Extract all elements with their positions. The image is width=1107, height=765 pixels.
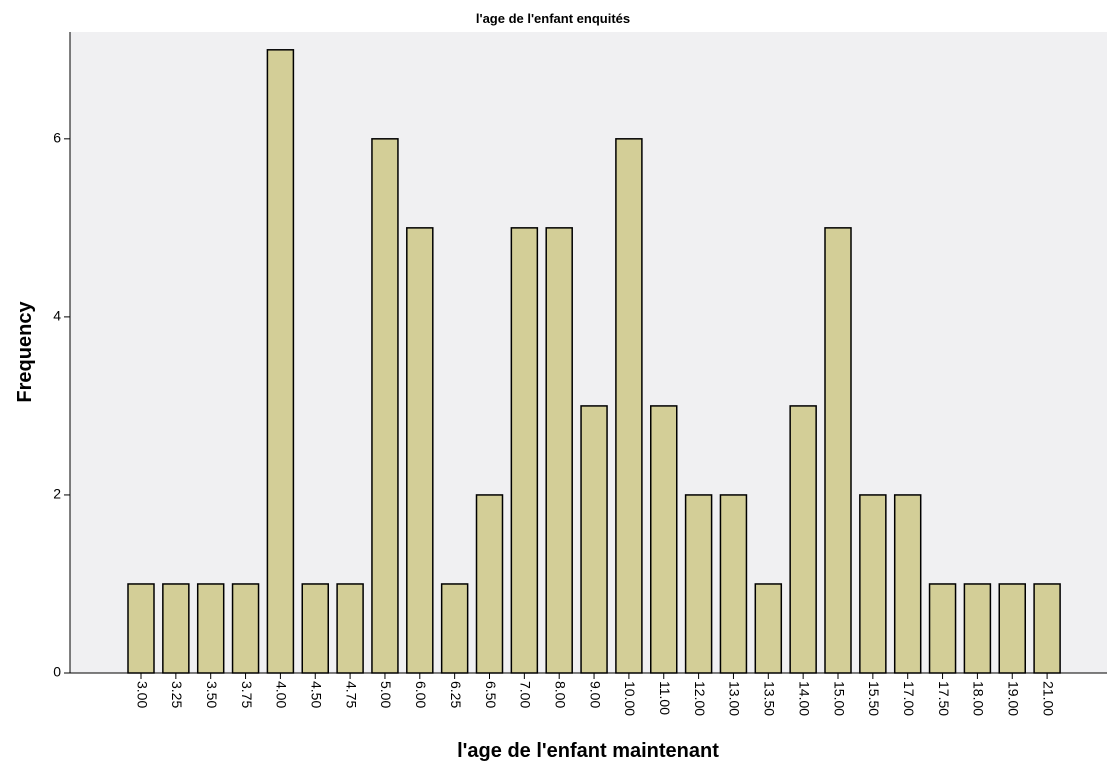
x-tick-label: 6.00 <box>413 681 429 708</box>
y-ticks-group: 0 2 4 6 <box>53 130 70 680</box>
y-tick-label: 6 <box>53 130 61 146</box>
bar-6.50 <box>475 494 504 674</box>
x-tick-label: 6.25 <box>448 681 464 708</box>
bar-13.50 <box>754 583 783 674</box>
x-tick-label: 4.00 <box>274 681 290 708</box>
y-tick-label: 4 <box>53 308 61 324</box>
x-tick-label: 15.00 <box>831 681 847 716</box>
x-tick-label: 8.00 <box>552 681 568 708</box>
x-tick-label: 5.00 <box>378 681 394 708</box>
bar-17.50 <box>928 583 957 674</box>
bar-19.00 <box>998 583 1026 674</box>
x-tick-label: 14.00 <box>796 681 812 716</box>
bar-4.75 <box>336 583 364 674</box>
bar-13.00 <box>719 494 748 674</box>
x-tick-label: 13.00 <box>727 681 743 716</box>
x-tick-label: 17.00 <box>901 681 917 716</box>
x-axis-title: l'age de l'enfant maintenant <box>457 740 719 762</box>
x-tick-label: 17.50 <box>936 681 952 716</box>
x-tick-label: 15.50 <box>866 681 882 716</box>
bar-7.00 <box>510 227 539 674</box>
bar-6.00 <box>406 227 434 674</box>
bars-group <box>127 49 1061 674</box>
bar-3.75 <box>231 583 260 674</box>
x-tick-label: 13.50 <box>762 681 778 716</box>
bar-10.00 <box>615 138 643 674</box>
x-tick-label: 18.00 <box>971 681 987 716</box>
bar-8.00 <box>545 227 573 674</box>
bar-12.00 <box>684 494 713 674</box>
x-tick-label: 19.00 <box>1006 681 1022 716</box>
bar-6.25 <box>440 583 469 674</box>
bar-18.00 <box>963 583 992 674</box>
bar-21.00 <box>1033 583 1061 674</box>
x-tick-label: 21.00 <box>1040 681 1056 716</box>
bar-11.00 <box>650 405 678 674</box>
y-tick-label: 2 <box>53 486 61 502</box>
x-tick-label: 3.75 <box>239 681 255 708</box>
x-tick-label: 9.00 <box>587 681 603 708</box>
y-axis-title: Frequency <box>14 301 36 403</box>
bar-3.25 <box>162 583 190 674</box>
x-tick-label: 4.75 <box>343 681 359 708</box>
x-tick-label: 3.50 <box>204 681 220 708</box>
x-tick-label: 6.50 <box>483 681 499 708</box>
bar-5.00 <box>371 138 399 674</box>
y-tick-label: 0 <box>53 664 61 680</box>
bar-17.00 <box>893 494 922 674</box>
x-tick-label: 3.00 <box>134 681 150 708</box>
x-tick-label: 10.00 <box>622 681 638 716</box>
chart-title: l'age de l'enfant enquités <box>476 11 630 26</box>
x-tick-label: 4.50 <box>309 681 325 708</box>
bar-3.00 <box>127 583 155 674</box>
bar-3.50 <box>196 583 225 674</box>
bar-15.00 <box>824 227 852 674</box>
x-tick-label: 7.00 <box>518 681 534 708</box>
x-tick-label: 12.00 <box>692 681 708 716</box>
x-ticks-group: 3.00 3.25 3.50 3.75 4.00 4.50 4.75 5.00 6.00 6.25… <box>134 673 1056 716</box>
x-tick-label: 3.25 <box>169 681 185 708</box>
bar-14.00 <box>789 405 817 674</box>
bar-9.00 <box>580 405 608 674</box>
bar-15.50 <box>859 494 887 674</box>
bar-4.00 <box>266 49 295 674</box>
x-tick-label: 11.00 <box>657 681 673 715</box>
bar-4.50 <box>301 583 329 674</box>
